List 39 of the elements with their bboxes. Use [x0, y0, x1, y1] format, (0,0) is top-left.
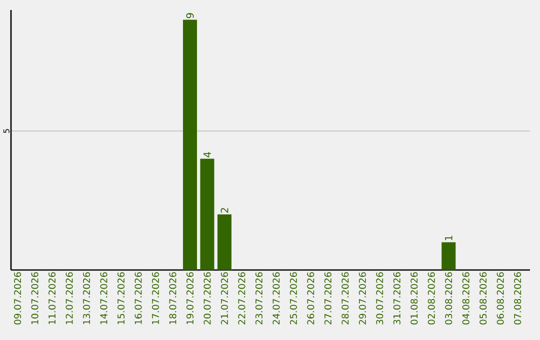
x-tick-label: 10.07.2026: [31, 272, 38, 324]
x-tick-label: 14.07.2026: [100, 272, 108, 324]
x-tick-label: 16.07.2026: [134, 272, 142, 324]
x-tick-label: 31.07.2026: [393, 272, 400, 324]
x-tick-label: 27.07.2026: [324, 272, 332, 324]
x-tick-label: 29.07.2026: [358, 272, 366, 324]
x-tick-label: 21.07.2026: [220, 272, 228, 324]
x-tick-label: 28.07.2026: [342, 272, 349, 324]
x-tick-label: 20.07.2026: [204, 272, 211, 324]
x-tick-label: 30.07.2026: [376, 272, 384, 324]
x-tick-label: 11.07.2026: [48, 272, 56, 324]
x-tick-label: 19.07.2026: [186, 272, 194, 324]
bar: [200, 158, 214, 270]
bar: [217, 214, 232, 270]
x-tick-label: 24.07.2026: [272, 272, 280, 324]
x-tick-label: 17.07.2026: [152, 272, 160, 324]
x-tick-label: 13.07.2026: [83, 272, 90, 324]
x-tick-label: 09.07.2026: [14, 272, 22, 324]
x-tick-label: 22.07.2026: [238, 272, 246, 324]
y-tick-label: 5: [3, 129, 10, 133]
bar: [182, 20, 197, 270]
x-tick-label: 26.07.2026: [307, 272, 314, 324]
x-tick-label: 02.08.2026: [428, 272, 435, 324]
data-label: 9: [186, 13, 194, 18]
x-tick-label: 03.08.2026: [445, 272, 452, 324]
x-tick-label: 07.08.2026: [514, 272, 522, 324]
x-tick-label: 23.07.2026: [255, 272, 262, 324]
x-tick-label: 15.07.2026: [117, 272, 125, 324]
bar: [442, 242, 456, 270]
x-tick-label: 04.08.2026: [462, 272, 470, 324]
x-tick-label: 12.07.2026: [66, 272, 73, 324]
x-tick-label: 18.07.2026: [169, 272, 176, 324]
x-tick-label: 05.08.2026: [480, 272, 487, 324]
data-label: 2: [220, 208, 228, 213]
data-label: 1: [444, 236, 452, 240]
x-tick-label: 01.08.2026: [410, 272, 418, 324]
x-tick-label: 25.07.2026: [290, 272, 297, 324]
x-tick-label: 06.08.2026: [496, 272, 504, 324]
data-label: 4: [204, 152, 211, 158]
